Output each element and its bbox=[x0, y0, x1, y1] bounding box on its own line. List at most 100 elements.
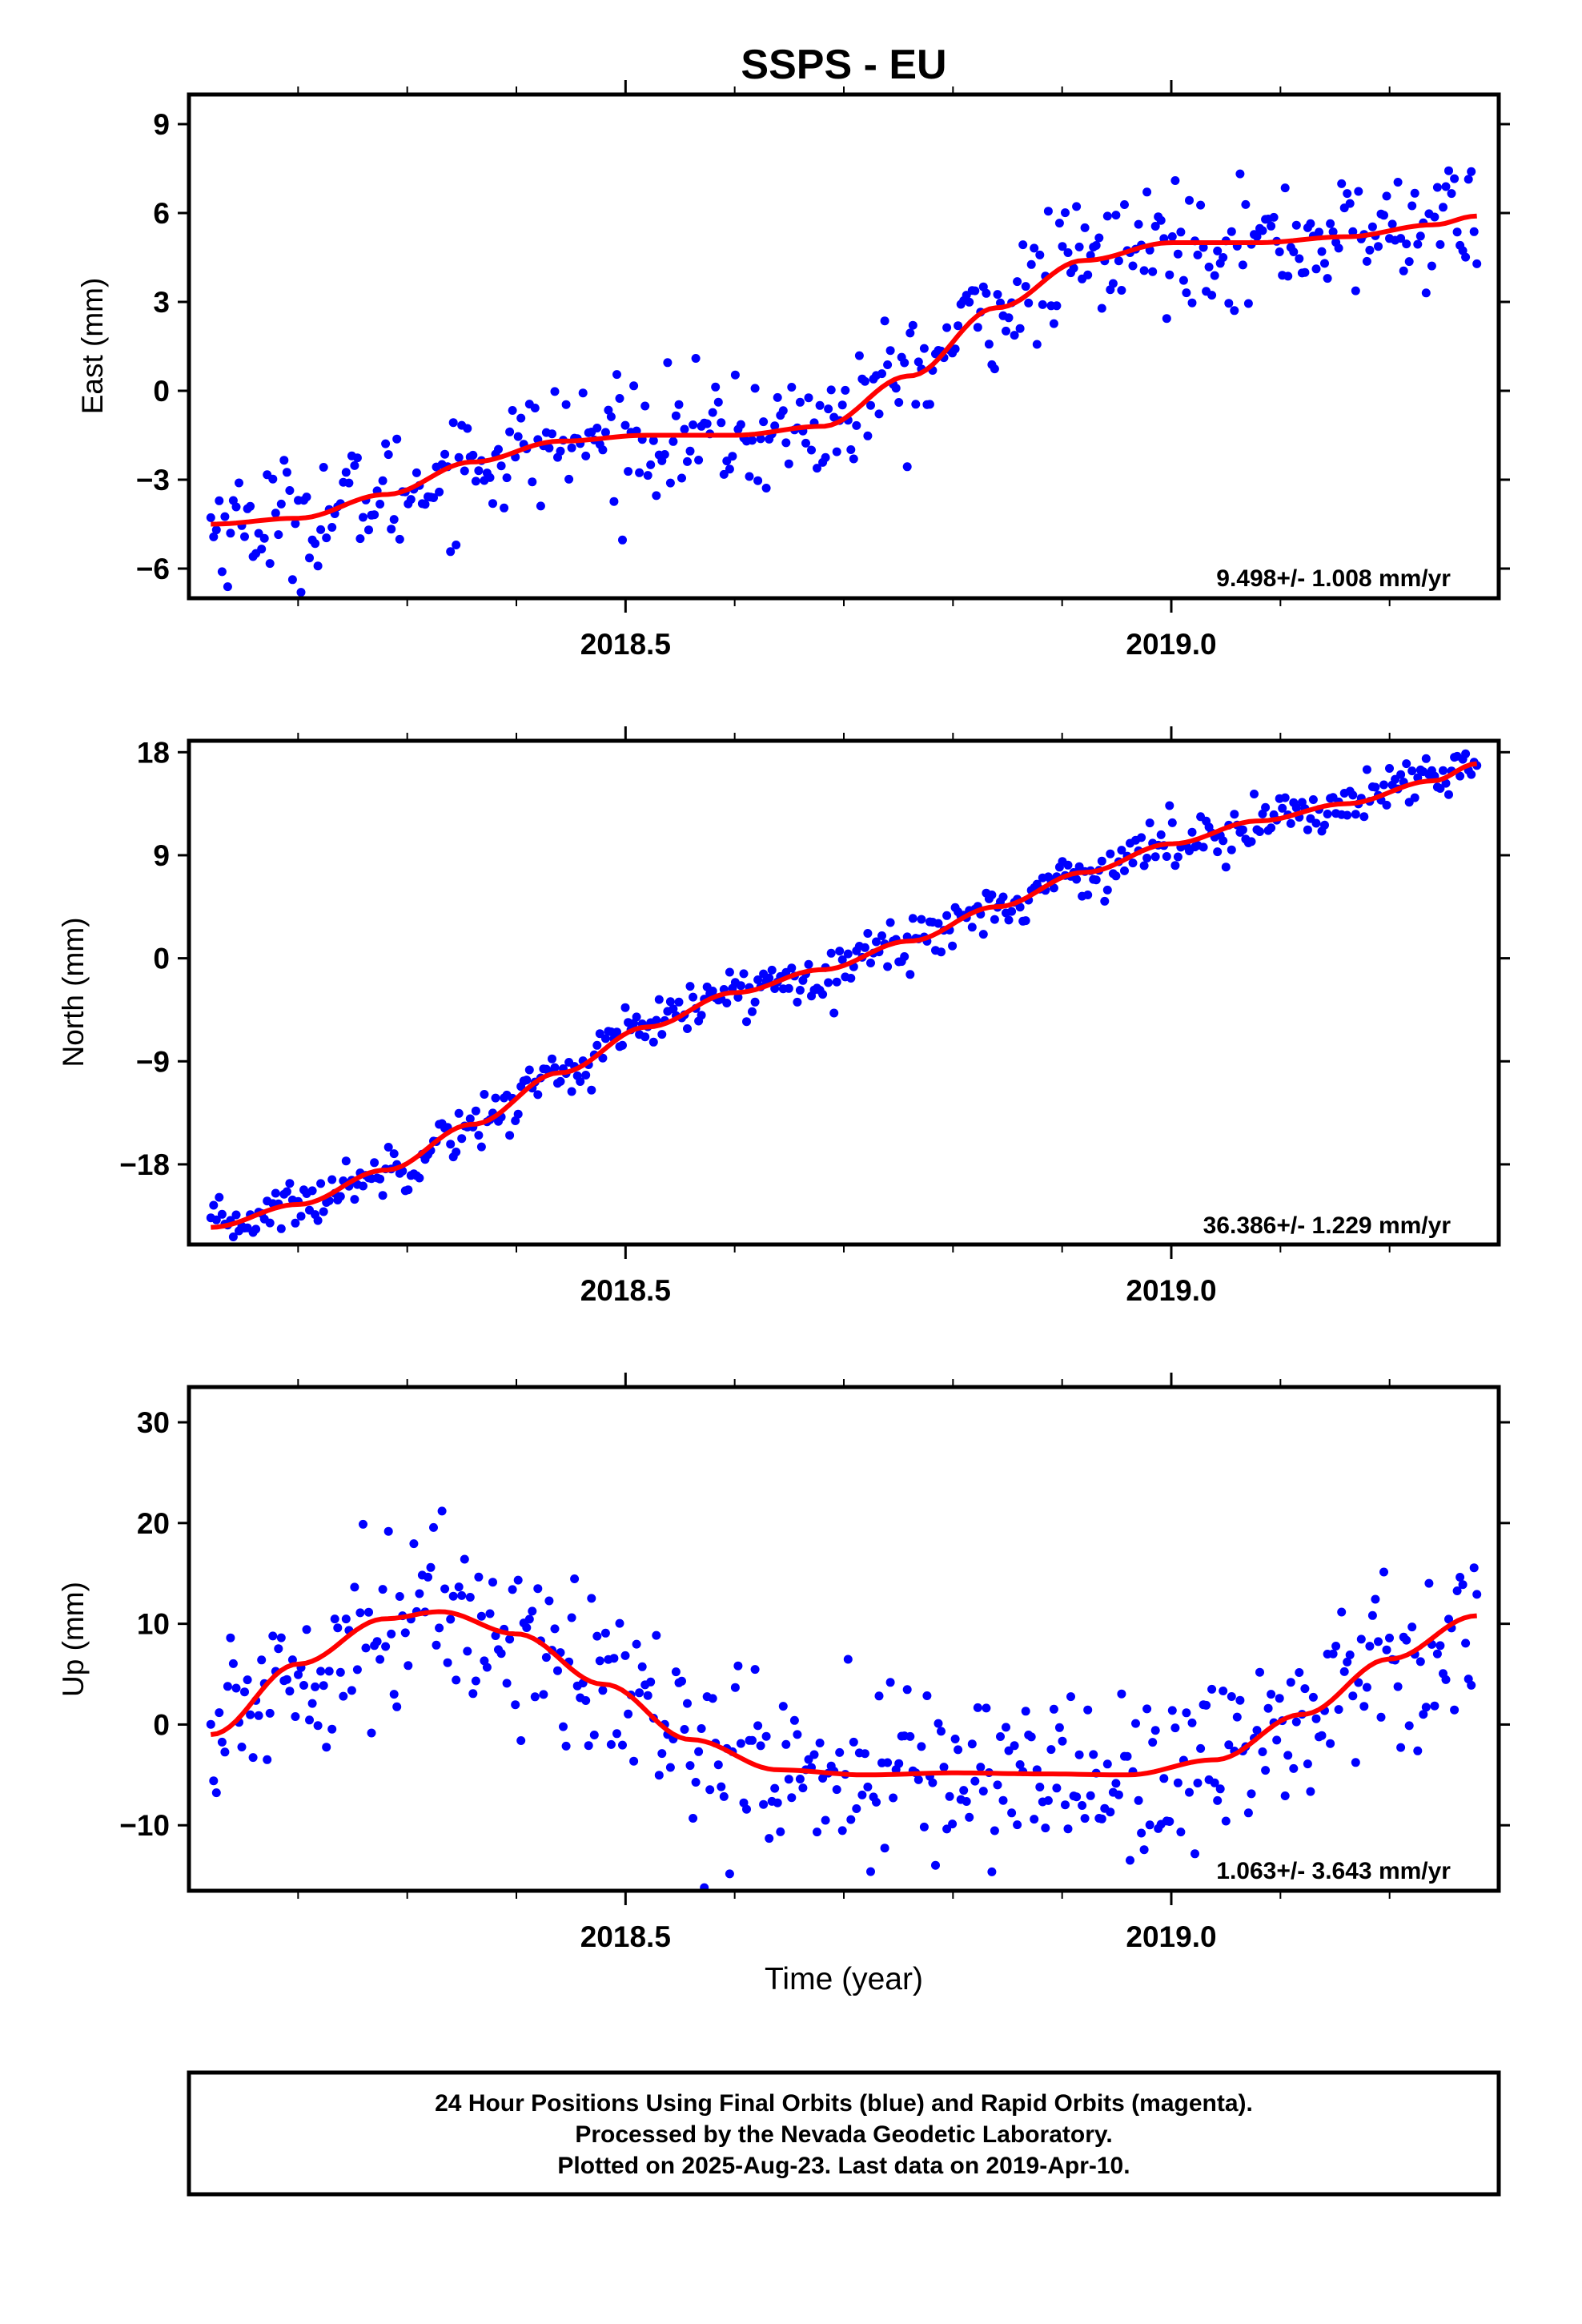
east-data-point bbox=[902, 462, 912, 472]
north-data-point bbox=[632, 1012, 641, 1022]
north-data-point bbox=[1150, 852, 1160, 862]
east-data-point bbox=[750, 384, 760, 393]
up-data-point bbox=[778, 1702, 788, 1711]
east-data-point bbox=[604, 405, 613, 415]
east-data-point bbox=[841, 385, 850, 395]
east-ytick-label: 0 bbox=[153, 375, 170, 408]
up-data-point bbox=[567, 1613, 576, 1622]
up-data-point bbox=[1173, 1778, 1182, 1787]
up-data-point bbox=[1061, 1800, 1070, 1810]
north-data-point bbox=[587, 1085, 596, 1095]
up-data-point bbox=[1362, 1683, 1371, 1692]
east-data-point bbox=[502, 473, 512, 483]
up-data-point bbox=[852, 1804, 861, 1813]
up-data-point bbox=[1074, 1750, 1084, 1759]
east-data-point bbox=[420, 500, 430, 509]
up-data-point bbox=[1072, 1792, 1082, 1802]
up-data-point bbox=[1114, 1790, 1123, 1799]
up-data-point bbox=[1030, 1815, 1039, 1824]
up-data-point bbox=[364, 1607, 373, 1617]
up-data-point bbox=[1295, 1668, 1304, 1677]
up-data-point bbox=[680, 1725, 689, 1734]
east-data-point bbox=[880, 316, 889, 326]
east-data-point bbox=[592, 424, 602, 432]
north-data-point bbox=[1049, 883, 1058, 893]
up-data-point bbox=[570, 1574, 580, 1583]
east-data-point bbox=[282, 468, 291, 477]
east-data-point bbox=[784, 459, 793, 468]
up-data-point bbox=[1167, 1706, 1177, 1715]
east-data-point bbox=[1052, 301, 1062, 311]
east-data-point bbox=[1235, 169, 1245, 179]
east-data-point bbox=[753, 476, 763, 485]
up-data-point bbox=[559, 1722, 568, 1731]
north-data-point bbox=[378, 1191, 387, 1200]
up-data-point bbox=[697, 1724, 706, 1733]
up-data-point bbox=[990, 1826, 999, 1835]
east-data-point bbox=[528, 477, 537, 487]
up-data-point bbox=[448, 1591, 458, 1601]
up-data-point bbox=[409, 1539, 419, 1549]
north-data-point bbox=[505, 1131, 515, 1140]
north-data-point bbox=[648, 1037, 658, 1047]
east-data-point bbox=[1120, 200, 1129, 209]
up-data-point bbox=[341, 1614, 351, 1624]
north-data-point bbox=[1128, 858, 1138, 868]
east-data-point bbox=[359, 513, 367, 522]
up-data-point bbox=[1202, 1700, 1211, 1710]
east-data-point bbox=[837, 400, 847, 410]
east-data-point bbox=[1300, 267, 1310, 277]
up-data-point bbox=[533, 1584, 543, 1594]
east-data-point bbox=[984, 340, 994, 349]
east-data-point bbox=[226, 529, 235, 538]
up-data-point bbox=[889, 1793, 898, 1803]
east-data-point bbox=[1241, 199, 1251, 209]
east-data-point bbox=[891, 384, 901, 393]
east-data-point bbox=[375, 500, 385, 509]
east-data-point bbox=[1430, 212, 1439, 222]
up-data-point bbox=[1041, 1823, 1050, 1833]
up-data-point bbox=[395, 1592, 404, 1601]
up-data-point bbox=[313, 1721, 323, 1731]
east-fit-curve bbox=[211, 213, 1477, 527]
up-data-point bbox=[683, 1699, 692, 1708]
east-data-point bbox=[468, 450, 478, 460]
up-xtick-label: 2019.0 bbox=[1126, 1920, 1216, 1953]
east-data-point bbox=[1252, 231, 1262, 241]
east-data-point bbox=[801, 438, 810, 448]
up-data-point bbox=[813, 1827, 821, 1837]
north-data-point bbox=[750, 997, 760, 1007]
up-data-point bbox=[913, 1775, 923, 1784]
up-data-point bbox=[945, 1791, 954, 1801]
up-data-point bbox=[1049, 1704, 1058, 1714]
east-data-point bbox=[713, 397, 723, 407]
north-data-point bbox=[640, 1032, 650, 1042]
up-data-point bbox=[1328, 1649, 1338, 1659]
east-data-point bbox=[276, 499, 286, 509]
east-data-point bbox=[669, 436, 678, 446]
north-data-point bbox=[1238, 825, 1247, 834]
north-data-point bbox=[1007, 907, 1017, 916]
east-xtick-label: 2018.5 bbox=[580, 628, 671, 661]
up-data-point bbox=[1137, 1828, 1146, 1838]
north-data-point bbox=[837, 955, 847, 964]
east-data-point bbox=[950, 344, 960, 354]
north-data-point bbox=[1444, 790, 1453, 799]
north-xtick-label: 2019.0 bbox=[1126, 1274, 1216, 1307]
north-data-point bbox=[787, 963, 797, 973]
north-data-point bbox=[877, 931, 886, 940]
up-data-point bbox=[1376, 1712, 1386, 1722]
east-data-point bbox=[761, 484, 771, 493]
up-data-point bbox=[352, 1665, 362, 1675]
east-data-point bbox=[311, 539, 320, 549]
east-data-point bbox=[1207, 291, 1217, 300]
up-data-point bbox=[488, 1578, 497, 1587]
east-data-point bbox=[807, 445, 816, 455]
east-data-point bbox=[1185, 195, 1194, 205]
up-data-point bbox=[1415, 1657, 1425, 1667]
east-data-point bbox=[905, 328, 915, 338]
east-data-point bbox=[1187, 298, 1197, 308]
east-data-point bbox=[1472, 259, 1482, 268]
up-data-point bbox=[748, 1735, 757, 1745]
east-data-point bbox=[773, 392, 782, 402]
